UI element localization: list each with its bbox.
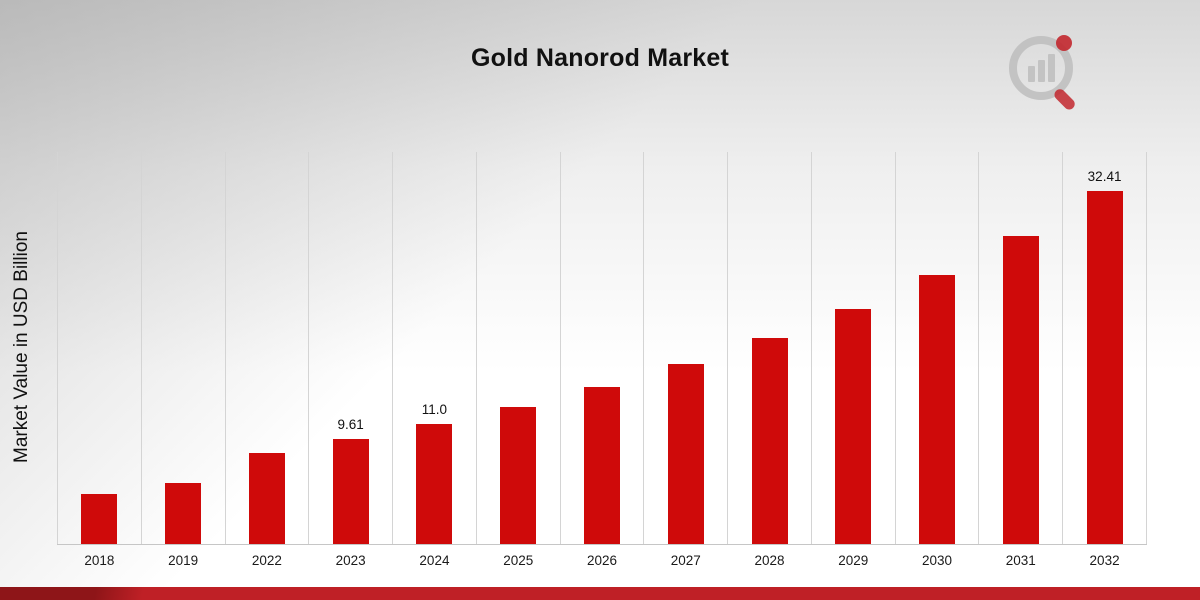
bar-2029 <box>835 308 872 544</box>
chart-title: Gold Nanorod Market <box>471 44 729 72</box>
chart-column-2024: 11.0 2024 <box>392 152 476 568</box>
bar-value-label-2023: 9.61 <box>337 417 364 433</box>
x-tick-label-2030: 2030 <box>922 553 953 568</box>
x-tick-label-2024: 2024 <box>419 553 450 568</box>
bar-2031 <box>1002 235 1039 544</box>
x-tick-label-2029: 2029 <box>838 553 869 568</box>
bar-2025 <box>500 406 537 544</box>
plot-area: 2018 2019 2022 9.61 2023 11.0 2024 2025 2026 2027… <box>57 152 1147 568</box>
bar-2022 <box>248 452 285 544</box>
bar-2026 <box>583 387 620 544</box>
bar-value-label-2032: 32.41 <box>1087 169 1122 185</box>
chart-column-2029: 2029 <box>810 152 895 568</box>
x-tick-label-2025: 2025 <box>503 553 534 568</box>
brand-logo-icon <box>1003 28 1088 113</box>
bar-2019 <box>165 483 202 544</box>
y-axis-label: Market Value in USD Billion <box>11 231 32 463</box>
bar-2030 <box>919 275 956 544</box>
x-tick-label-2023: 2023 <box>335 553 366 568</box>
chart-column-2027: 2027 <box>643 152 727 568</box>
x-tick-label-2022: 2022 <box>251 553 282 568</box>
chart-column-2026: 2026 <box>559 152 644 568</box>
chart-column-2018: 2018 <box>57 152 141 568</box>
footer-accent-bar <box>0 587 1200 600</box>
bar-2024 <box>416 424 453 544</box>
chart-column-2030: 2030 <box>894 152 979 568</box>
bar-chart-magnifier-icon <box>1009 35 1075 110</box>
bar-2027 <box>667 364 704 544</box>
x-tick-label-2028: 2028 <box>754 553 785 568</box>
chart-column-2025: 2025 <box>475 152 560 568</box>
x-tick-label-2026: 2026 <box>586 553 617 568</box>
chart-column-2032: 32.41 2032 <box>1062 152 1147 568</box>
x-tick-label-2032: 2032 <box>1089 553 1120 568</box>
bar-2028 <box>751 338 788 544</box>
chart-column-2023: 9.61 2023 <box>308 152 392 568</box>
bar-2032 <box>1086 191 1123 544</box>
bar-2023 <box>332 439 369 544</box>
x-tick-label-2031: 2031 <box>1005 553 1036 568</box>
bar-value-label-2024: 11.0 <box>421 402 448 418</box>
chart-column-2031: 2031 <box>978 152 1062 568</box>
bar-2018 <box>81 493 118 544</box>
chart-column-2019: 2019 <box>140 152 225 568</box>
x-tick-label-2027: 2027 <box>670 553 701 568</box>
chart-column-2028: 2028 <box>727 152 811 568</box>
x-tick-label-2018: 2018 <box>84 553 115 568</box>
x-tick-label-2019: 2019 <box>168 553 199 568</box>
chart-column-2022: 2022 <box>224 152 309 568</box>
